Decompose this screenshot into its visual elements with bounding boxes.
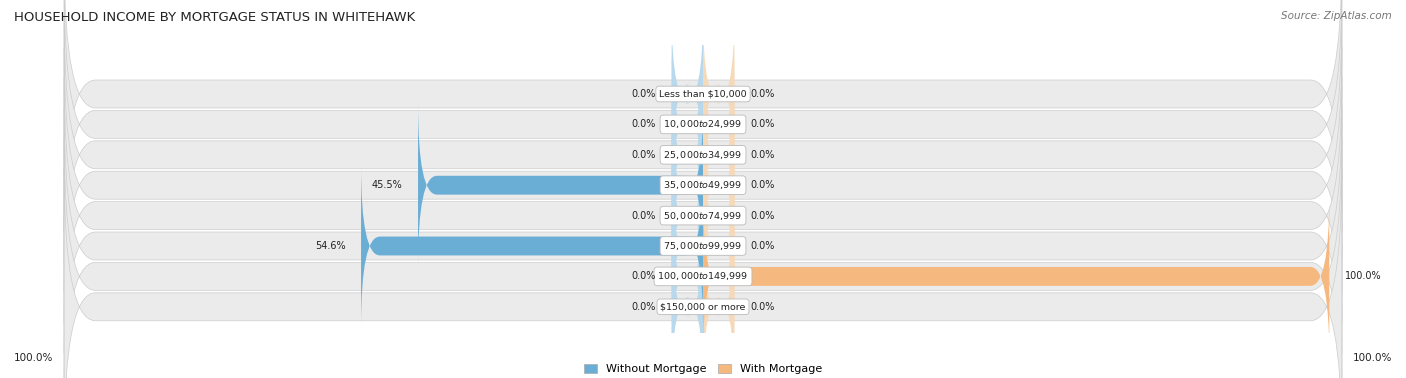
- FancyBboxPatch shape: [703, 73, 734, 237]
- Text: HOUSEHOLD INCOME BY MORTGAGE STATUS IN WHITEHAWK: HOUSEHOLD INCOME BY MORTGAGE STATUS IN W…: [14, 11, 415, 24]
- FancyBboxPatch shape: [703, 225, 734, 378]
- Text: 0.0%: 0.0%: [749, 150, 775, 160]
- FancyBboxPatch shape: [418, 104, 703, 267]
- FancyBboxPatch shape: [703, 43, 734, 206]
- Text: $35,000 to $49,999: $35,000 to $49,999: [664, 179, 742, 191]
- Text: $10,000 to $24,999: $10,000 to $24,999: [664, 118, 742, 130]
- FancyBboxPatch shape: [65, 17, 1341, 293]
- FancyBboxPatch shape: [65, 169, 1341, 378]
- Text: 100.0%: 100.0%: [14, 353, 53, 363]
- Text: 0.0%: 0.0%: [749, 302, 775, 312]
- Text: 0.0%: 0.0%: [749, 119, 775, 129]
- Text: 0.0%: 0.0%: [749, 211, 775, 221]
- Text: 0.0%: 0.0%: [631, 89, 657, 99]
- FancyBboxPatch shape: [65, 138, 1341, 378]
- FancyBboxPatch shape: [361, 164, 703, 328]
- FancyBboxPatch shape: [65, 0, 1341, 232]
- Text: 0.0%: 0.0%: [631, 271, 657, 281]
- Text: 0.0%: 0.0%: [631, 150, 657, 160]
- Text: $25,000 to $34,999: $25,000 to $34,999: [664, 149, 742, 161]
- FancyBboxPatch shape: [672, 73, 703, 237]
- FancyBboxPatch shape: [703, 195, 734, 358]
- Legend: Without Mortgage, With Mortgage: Without Mortgage, With Mortgage: [579, 359, 827, 378]
- FancyBboxPatch shape: [703, 164, 734, 328]
- FancyBboxPatch shape: [672, 134, 703, 297]
- Text: 45.5%: 45.5%: [371, 180, 402, 190]
- Text: 100.0%: 100.0%: [1353, 353, 1392, 363]
- Text: 0.0%: 0.0%: [749, 241, 775, 251]
- FancyBboxPatch shape: [672, 43, 703, 206]
- FancyBboxPatch shape: [65, 0, 1341, 262]
- Text: 0.0%: 0.0%: [631, 211, 657, 221]
- FancyBboxPatch shape: [65, 47, 1341, 323]
- FancyBboxPatch shape: [65, 77, 1341, 353]
- Text: $150,000 or more: $150,000 or more: [661, 302, 745, 311]
- Text: 100.0%: 100.0%: [1346, 271, 1382, 281]
- FancyBboxPatch shape: [703, 104, 734, 267]
- FancyBboxPatch shape: [672, 164, 703, 328]
- Text: Less than $10,000: Less than $10,000: [659, 90, 747, 99]
- Text: $75,000 to $99,999: $75,000 to $99,999: [664, 240, 742, 252]
- Text: 0.0%: 0.0%: [631, 119, 657, 129]
- FancyBboxPatch shape: [703, 134, 734, 297]
- Text: Source: ZipAtlas.com: Source: ZipAtlas.com: [1281, 11, 1392, 21]
- FancyBboxPatch shape: [672, 12, 703, 176]
- Text: 0.0%: 0.0%: [631, 302, 657, 312]
- FancyBboxPatch shape: [672, 225, 703, 378]
- FancyBboxPatch shape: [703, 12, 734, 176]
- FancyBboxPatch shape: [65, 108, 1341, 378]
- FancyBboxPatch shape: [672, 104, 703, 267]
- FancyBboxPatch shape: [703, 195, 1329, 358]
- Text: 54.6%: 54.6%: [315, 241, 346, 251]
- Text: $50,000 to $74,999: $50,000 to $74,999: [664, 209, 742, 222]
- Text: 0.0%: 0.0%: [749, 180, 775, 190]
- Text: $100,000 to $149,999: $100,000 to $149,999: [658, 270, 748, 282]
- Text: 0.0%: 0.0%: [749, 89, 775, 99]
- FancyBboxPatch shape: [672, 195, 703, 358]
